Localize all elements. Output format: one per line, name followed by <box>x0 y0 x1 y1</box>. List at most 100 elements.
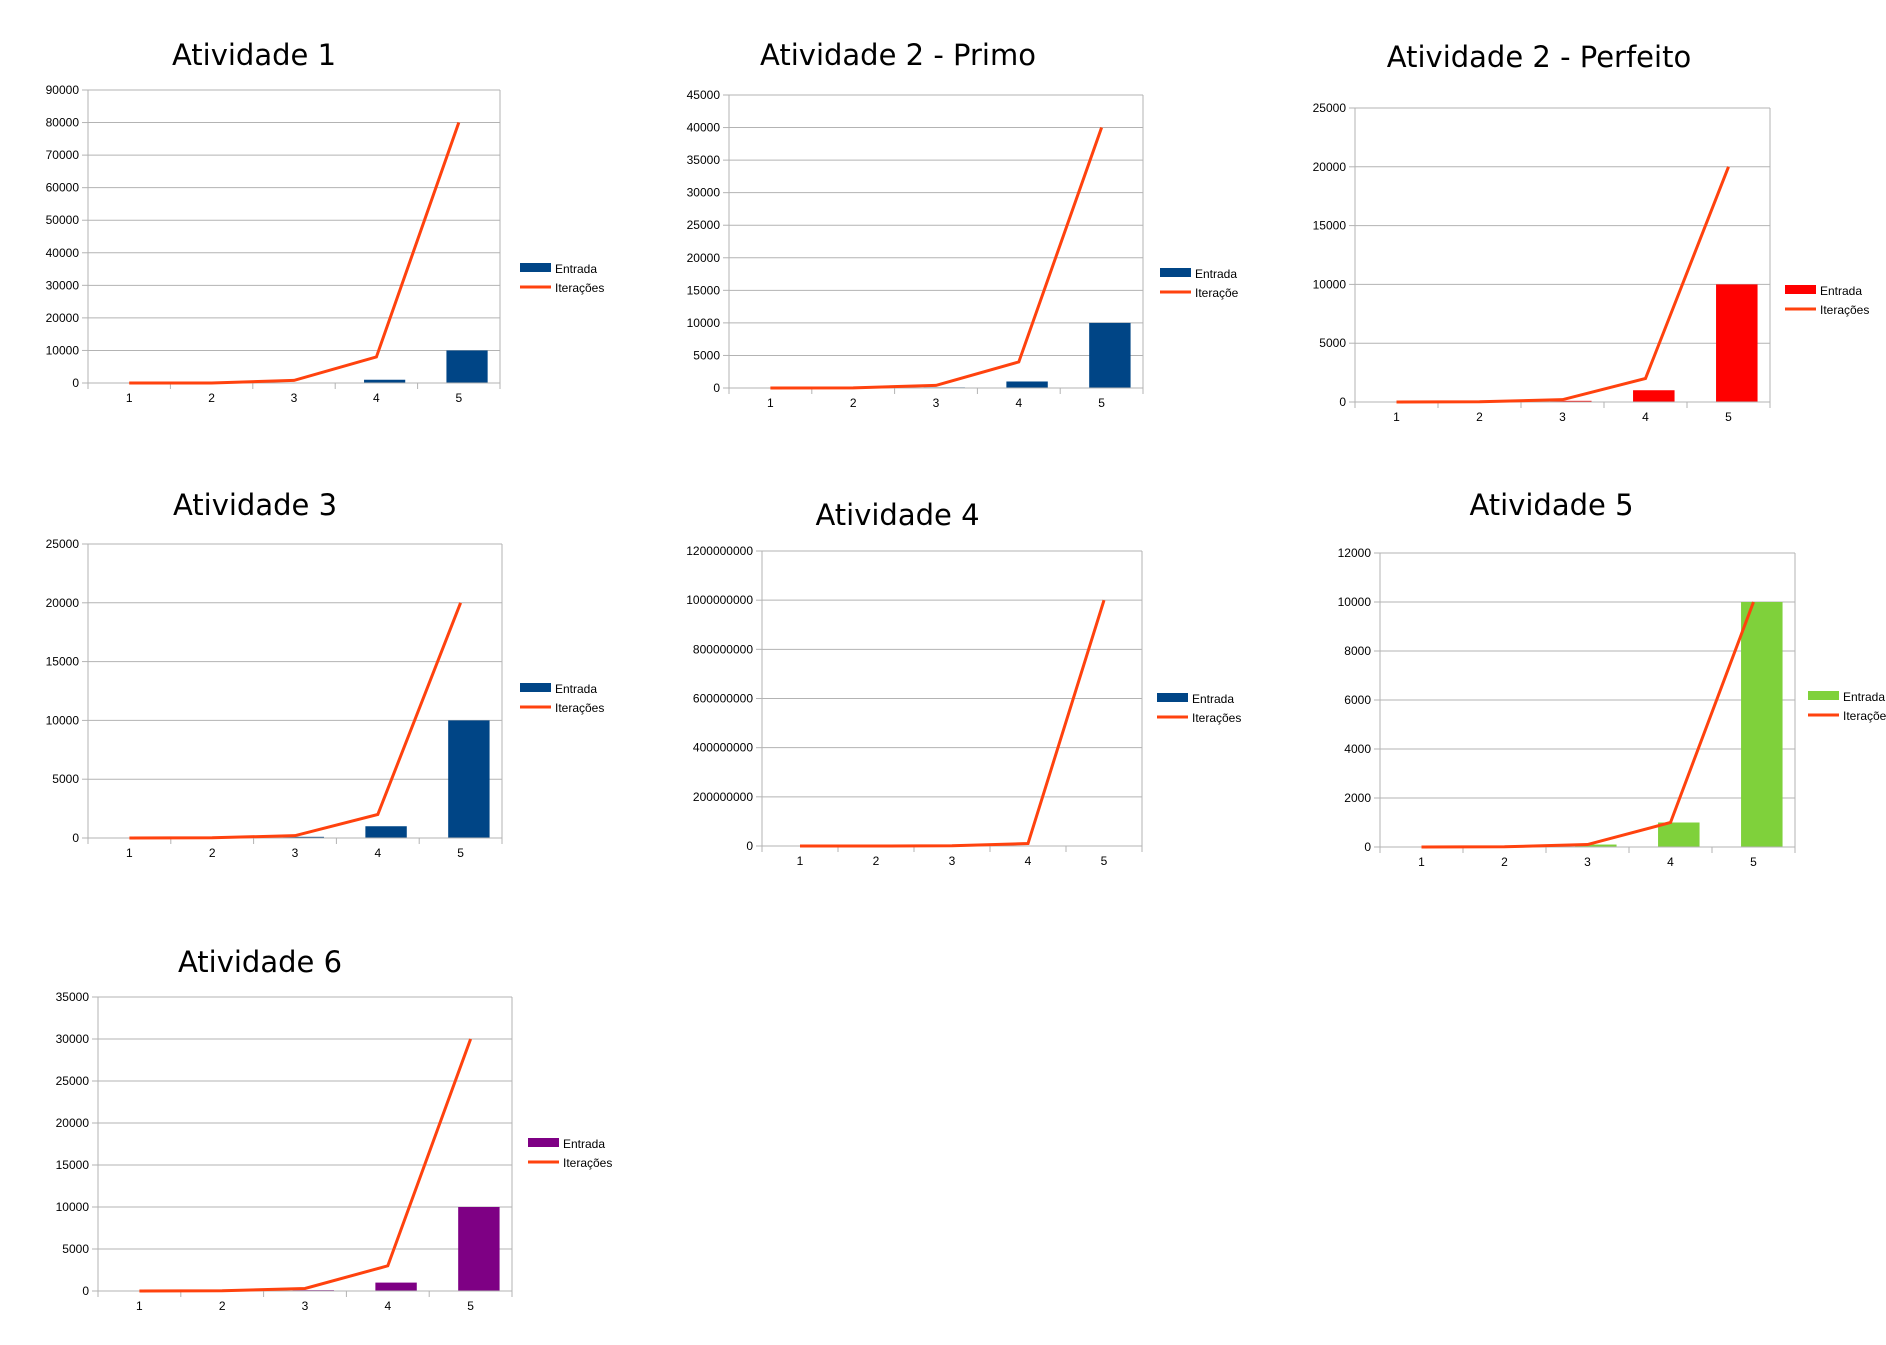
x-tick-label: 5 <box>1098 396 1105 410</box>
x-tick-label: 2 <box>873 854 880 868</box>
legend-label: Iteraçõe <box>1195 286 1239 300</box>
y-tick-label: 20000 <box>687 251 721 265</box>
y-tick-label: 25000 <box>46 537 80 551</box>
y-tick-label: 10000 <box>1313 277 1347 291</box>
legend-label: Entrada <box>1820 284 1862 298</box>
y-tick-label: 20000 <box>46 311 80 325</box>
x-tick-label: 4 <box>1015 396 1022 410</box>
y-tick-label: 0 <box>1339 395 1346 409</box>
y-tick-label: 40000 <box>687 121 721 135</box>
bar <box>1089 323 1130 388</box>
bar <box>365 826 406 838</box>
bar <box>458 1207 499 1291</box>
x-tick-label: 1 <box>126 391 133 405</box>
x-tick-label: 4 <box>1025 854 1032 868</box>
legend-label: Iterações <box>1192 711 1241 725</box>
y-tick-label: 50000 <box>46 213 80 227</box>
x-tick-label: 2 <box>209 846 216 860</box>
y-tick-label: 60000 <box>46 181 80 195</box>
legend-label: Iterações <box>555 701 604 715</box>
x-tick-label: 1 <box>797 854 804 868</box>
legend-label: Entrada <box>563 1137 605 1151</box>
legend-label: Iterações <box>555 281 604 295</box>
bar <box>1716 284 1758 402</box>
x-tick-label: 5 <box>457 846 464 860</box>
x-tick-label: 5 <box>1750 855 1757 869</box>
legend-label: Entrada <box>555 262 597 276</box>
y-tick-label: 35000 <box>687 153 721 167</box>
y-tick-label: 15000 <box>687 283 721 297</box>
bar <box>1741 602 1783 847</box>
x-tick-label: 4 <box>374 846 381 860</box>
y-tick-label: 0 <box>713 381 720 395</box>
y-tick-label: 15000 <box>46 655 80 669</box>
x-tick-label: 1 <box>136 1299 143 1313</box>
x-tick-label: 3 <box>291 391 298 405</box>
y-tick-label: 5000 <box>52 772 79 786</box>
bar <box>446 350 487 383</box>
x-tick-label: 1 <box>1393 410 1400 424</box>
x-tick-label: 4 <box>373 391 380 405</box>
y-tick-label: 400000000 <box>693 741 753 755</box>
legend-swatch-bar <box>520 263 551 272</box>
legend-swatch-bar <box>1157 693 1188 702</box>
x-tick-label: 5 <box>1101 854 1108 868</box>
y-tick-label: 80000 <box>46 116 80 130</box>
legend-label: Entrada <box>1843 690 1885 704</box>
legend-label: Iterações <box>1820 303 1869 317</box>
legend-swatch-bar <box>1160 268 1191 277</box>
x-tick-label: 4 <box>1667 855 1674 869</box>
chart-svg: 0100002000030000400005000060000700008000… <box>0 38 590 438</box>
x-tick-label: 2 <box>208 391 215 405</box>
y-tick-label: 10000 <box>46 713 80 727</box>
bar <box>375 1283 416 1291</box>
y-tick-label: 25000 <box>687 218 721 232</box>
y-tick-label: 20000 <box>56 1116 90 1130</box>
y-tick-label: 0 <box>746 839 753 853</box>
y-tick-label: 10000 <box>46 343 80 357</box>
x-tick-label: 3 <box>949 854 956 868</box>
y-tick-label: 90000 <box>46 83 80 97</box>
bar <box>448 720 489 838</box>
x-tick-label: 4 <box>1642 410 1649 424</box>
x-tick-label: 3 <box>302 1299 309 1313</box>
y-tick-label: 70000 <box>46 148 80 162</box>
y-tick-label: 10000 <box>687 316 721 330</box>
x-tick-label: 2 <box>850 396 857 410</box>
y-tick-label: 45000 <box>687 88 721 102</box>
x-tick-label: 3 <box>292 846 299 860</box>
series-line <box>1422 602 1754 847</box>
x-tick-label: 5 <box>467 1299 474 1313</box>
bar <box>1633 390 1675 402</box>
x-tick-label: 2 <box>1501 855 1508 869</box>
bar <box>1006 381 1047 388</box>
x-tick-label: 1 <box>767 396 774 410</box>
y-tick-label: 12000 <box>1338 546 1372 560</box>
y-tick-label: 20000 <box>1313 160 1347 174</box>
x-tick-label: 4 <box>384 1299 391 1313</box>
x-tick-label: 1 <box>1418 855 1425 869</box>
y-tick-label: 800000000 <box>693 642 753 656</box>
y-tick-label: 35000 <box>56 990 90 1004</box>
legend-label: Entrada <box>1192 692 1234 706</box>
legend-swatch-bar <box>1785 285 1816 294</box>
y-tick-label: 6000 <box>1344 693 1371 707</box>
chart-svg: 0500010000150002000025000300003500040000… <box>645 38 1235 438</box>
y-tick-label: 2000 <box>1344 791 1371 805</box>
x-tick-label: 2 <box>219 1299 226 1313</box>
x-tick-label: 1 <box>126 846 133 860</box>
y-tick-label: 25000 <box>56 1074 90 1088</box>
legend-swatch-bar <box>528 1138 559 1147</box>
y-tick-label: 30000 <box>46 278 80 292</box>
legend-swatch-bar <box>520 683 551 692</box>
